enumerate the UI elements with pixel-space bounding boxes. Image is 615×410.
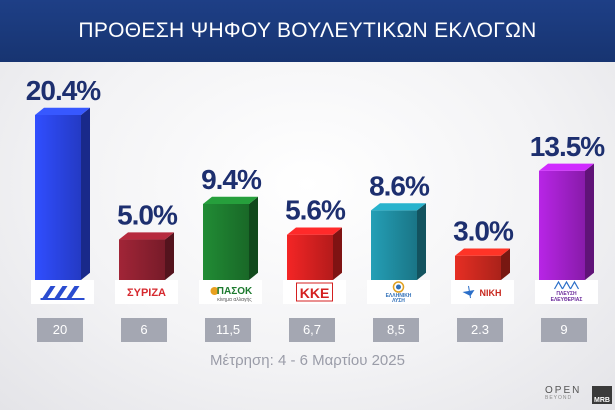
bar-top [371, 203, 426, 211]
nd-logo [40, 286, 85, 300]
bar-group [371, 203, 426, 280]
previous-value-box [373, 318, 419, 342]
bar-group [539, 163, 594, 280]
logo-text: ΠΑΣΟΚ [217, 286, 253, 297]
bar [203, 203, 249, 280]
bar [455, 255, 501, 280]
bar-top [455, 248, 510, 256]
bar-group [35, 107, 90, 280]
previous-value-box [121, 318, 167, 342]
previous-value-label: 9 [560, 322, 567, 337]
bar-side [81, 107, 90, 280]
title-bar: ΠΡΟΘΕΣΗ ΨΗΦΟΥ ΒΟΥΛΕΥΤΙΚΩΝ ΕΚΛΟΓΩΝ [0, 0, 615, 62]
logo-text: ΕΛΛΗΝΙΚΗ [386, 293, 412, 299]
logo-subtext: κίνημα αλλαγής [217, 296, 252, 303]
previous-value-box [289, 318, 335, 342]
previous-value-label: 2.3 [471, 322, 489, 337]
bar [539, 170, 585, 280]
niki-logo: ΝΙΚΗ [462, 285, 502, 299]
value-label: 8.6% [369, 170, 430, 201]
bar-side [249, 196, 258, 280]
previous-value-box [541, 318, 587, 342]
previous-value-label: 6 [140, 322, 147, 337]
bar-group [455, 248, 510, 280]
mrb-logo: MRB [592, 386, 612, 404]
value-label: 20.4% [26, 75, 101, 106]
value-label: 9.4% [201, 164, 262, 195]
logo-text: ΣΥΡΙΖΑ [127, 287, 166, 299]
logo-tile [451, 280, 514, 304]
bar-top [35, 107, 90, 115]
logo-tile [199, 280, 262, 304]
bar [371, 210, 417, 280]
measurement-date: Μέτρηση: 4 - 6 Μαρτίου 2025 [210, 352, 405, 369]
logo-tile [535, 280, 598, 304]
previous-value-label: 20 [53, 322, 67, 337]
value-label: 13.5% [530, 131, 605, 162]
previous-value-label: 11,5 [216, 322, 240, 337]
bar-side [501, 248, 510, 280]
bar-top [539, 163, 594, 171]
bar-top [287, 227, 342, 235]
bar-group [203, 196, 258, 280]
bar-side [417, 203, 426, 280]
previous-value-label: 8,5 [387, 322, 405, 337]
value-label: 3.0% [453, 216, 514, 247]
value-label: 5.0% [117, 200, 178, 231]
logo-subtext: ΛΥΣΗ [392, 298, 405, 304]
bar-side [333, 227, 342, 280]
bar-side [165, 232, 174, 280]
bar [287, 234, 333, 280]
open-logo: OPEN BEYOND [545, 385, 582, 401]
logo-subtext: ΕΛΕΥΘΕΡΙΑΣ [551, 297, 583, 303]
previous-value-label: 6,7 [303, 322, 321, 337]
bar [119, 239, 165, 280]
kke-logo: ΚΚΕ [296, 282, 333, 302]
bar-side [585, 163, 594, 280]
syriza-logo: ΣΥΡΙΖΑ [127, 287, 166, 299]
bar-top [119, 232, 174, 240]
bar-group [119, 232, 174, 280]
value-label: 5.6% [285, 195, 346, 226]
logo-tile [115, 280, 178, 304]
logo-text: ΠΛΕΥΣΗ [556, 291, 577, 297]
previous-value-box [457, 318, 503, 342]
previous-value-box [37, 318, 83, 342]
previous-value-box [205, 318, 251, 342]
bar-group [287, 227, 342, 280]
chart-title: ΠΡΟΘΕΣΗ ΨΗΦΟΥ ΒΟΥΛΕΥΤΙΚΩΝ ΕΚΛΟΓΩΝ [78, 19, 537, 42]
logo-text: ΚΚΕ [300, 285, 330, 301]
bar [35, 114, 81, 280]
bar-top [203, 196, 258, 204]
logo-text: ΝΙΚΗ [480, 288, 502, 298]
